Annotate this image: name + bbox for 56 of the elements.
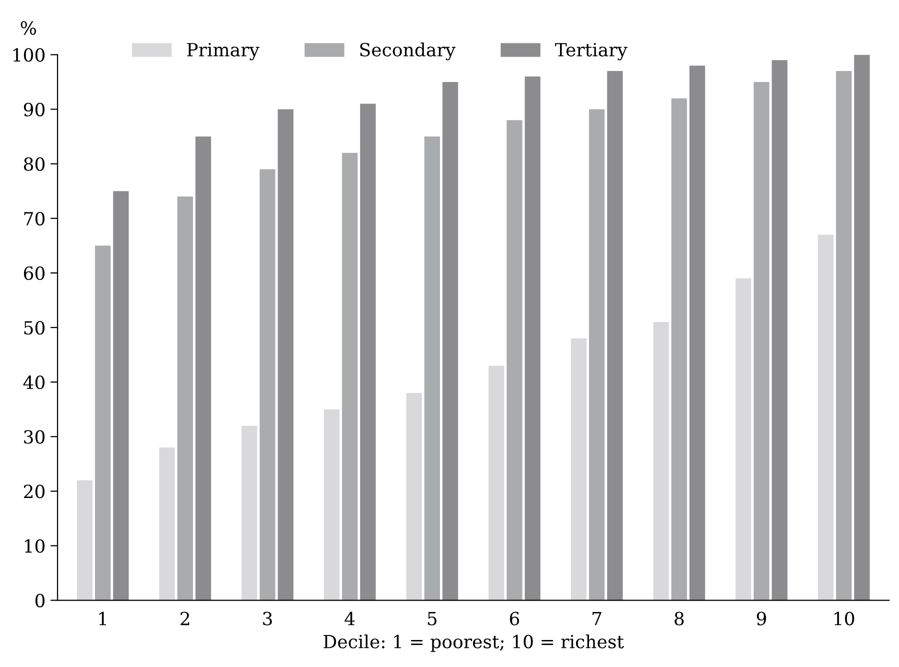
- bar: [754, 82, 770, 600]
- y-axis-title: %: [20, 21, 36, 35]
- bar: [195, 136, 212, 600]
- x-tick-label: 5: [428, 612, 437, 626]
- bar: [671, 98, 687, 600]
- y-tick-label: 50: [24, 320, 45, 335]
- bar: [854, 54, 870, 600]
- x-tick-label: 8: [674, 612, 684, 626]
- bar: [242, 426, 258, 600]
- y-tick-label: 20: [24, 484, 45, 498]
- x-axis-title: Decile: 1 = poorest; 10 = richest: [324, 634, 624, 652]
- bar: [278, 109, 294, 600]
- y-tick-label: 10: [24, 539, 45, 553]
- bar: [95, 246, 111, 600]
- bar: [342, 152, 358, 600]
- bar: [177, 196, 193, 600]
- bar: [442, 82, 458, 600]
- x-tick-label: 4: [344, 612, 355, 626]
- bar: [524, 76, 540, 600]
- bar: [607, 71, 623, 600]
- legend-label: Tertiary: [555, 42, 628, 60]
- y-tick-label: 40: [23, 376, 45, 390]
- bar: [772, 60, 788, 600]
- y-tick-label: 70: [24, 212, 45, 226]
- y-tick-label: 90: [24, 102, 45, 116]
- bar: [260, 169, 276, 600]
- x-tick-label: 1: [99, 612, 106, 626]
- y-tick-label: 100: [13, 48, 45, 62]
- legend-label: Primary: [187, 42, 260, 60]
- x-tick-label: 7: [592, 612, 602, 626]
- y-tick-label: 60: [24, 266, 45, 280]
- bar: [836, 71, 852, 600]
- x-tick-label: 6: [510, 612, 520, 626]
- y-tick-label: 30: [24, 430, 45, 444]
- bar: [818, 234, 834, 600]
- bar: [653, 322, 669, 600]
- x-tick-label: 3: [263, 612, 272, 626]
- bar: [324, 409, 340, 600]
- bar: [506, 120, 522, 600]
- bar: [76, 480, 93, 600]
- bar: [360, 104, 376, 600]
- y-tick-label: 0: [35, 594, 45, 608]
- bar: [736, 278, 752, 600]
- bar: [689, 66, 706, 600]
- bar: [406, 392, 422, 600]
- bar: [488, 366, 504, 600]
- bar: [424, 136, 440, 600]
- y-tick-label: 80: [24, 157, 45, 171]
- bar: [570, 338, 587, 600]
- x-tick-label: 2: [180, 612, 190, 626]
- legend-label: Secondary: [360, 42, 456, 60]
- bar: [589, 109, 605, 600]
- x-tick-label: 10: [834, 612, 854, 626]
- bar: [159, 448, 175, 600]
- x-tick-label: 9: [756, 612, 766, 626]
- bar: [113, 191, 129, 600]
